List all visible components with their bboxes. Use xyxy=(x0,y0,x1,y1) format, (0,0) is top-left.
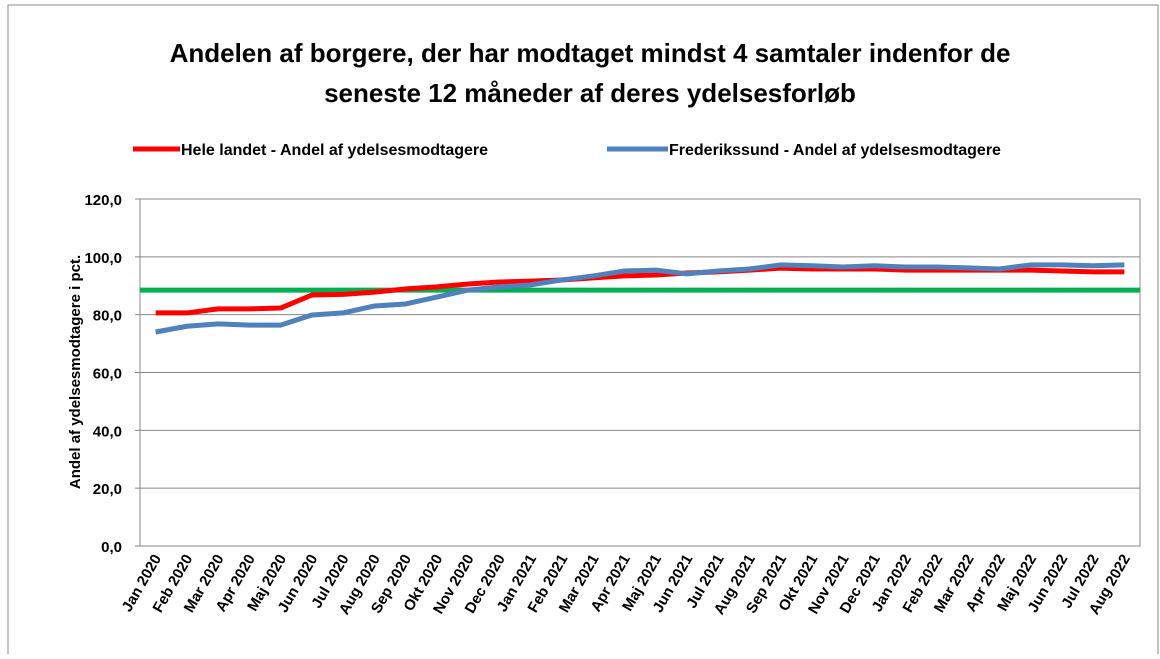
chart-title: Andelen af borgere, der har modtaget min… xyxy=(170,38,1011,68)
series-line xyxy=(155,262,1125,335)
y-tick-label: 40,0 xyxy=(93,423,122,440)
y-tick-label: 100,0 xyxy=(84,250,122,267)
y-tick-label: 120,0 xyxy=(84,192,122,209)
legend-label: Frederikssund - Andel af ydelsesmodtager… xyxy=(669,142,1001,159)
chart-title: seneste 12 måneder af deres ydelsesforlø… xyxy=(324,78,856,108)
legend-label: Hele landet - Andel af ydelsesmodtagere xyxy=(181,142,488,159)
y-tick-label: 20,0 xyxy=(93,481,122,498)
y-axis-label: Andel af ydelsesmodtagere i pct. xyxy=(67,255,84,489)
y-tick-label: 60,0 xyxy=(93,366,122,383)
y-tick-label: 80,0 xyxy=(93,308,122,325)
y-tick-label: 0,0 xyxy=(101,539,122,556)
